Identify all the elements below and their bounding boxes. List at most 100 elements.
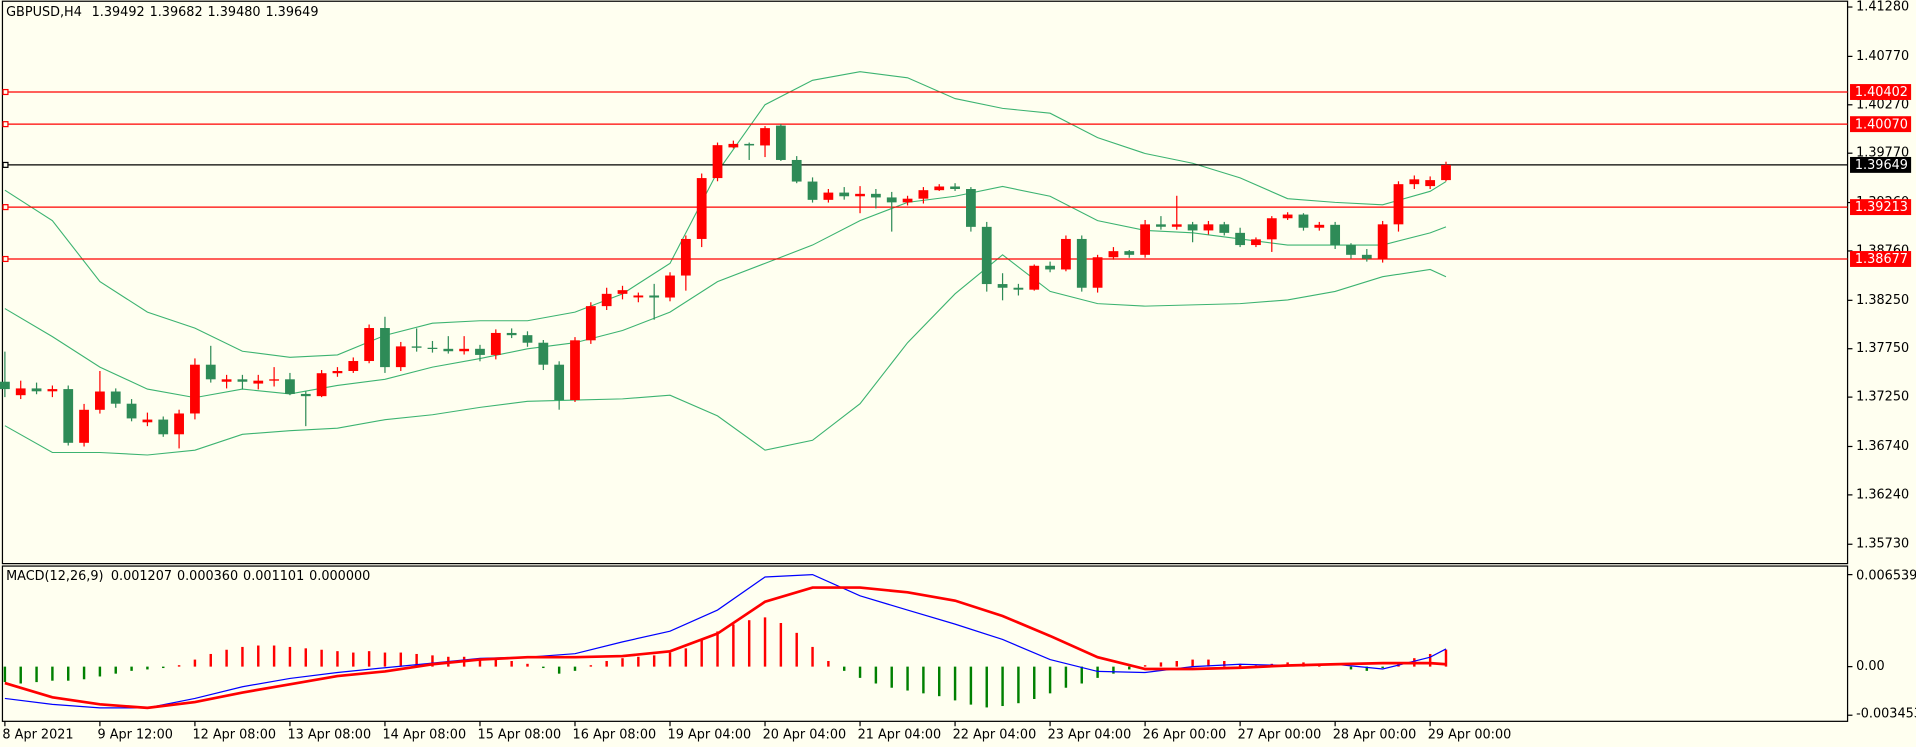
x-tick-label: 13 Apr 08:00 bbox=[287, 727, 371, 742]
x-tick-label: 29 Apr 00:00 bbox=[1428, 727, 1512, 742]
candle-body bbox=[475, 348, 485, 355]
x-tick-label: 27 Apr 00:00 bbox=[1238, 727, 1322, 742]
candle-body bbox=[997, 284, 1008, 288]
candle-body bbox=[1013, 287, 1024, 290]
candle-body bbox=[680, 238, 691, 276]
candle-body bbox=[1282, 214, 1293, 219]
candle-body bbox=[285, 379, 295, 394]
candle-body bbox=[775, 125, 786, 160]
x-tick-label: 15 Apr 08:00 bbox=[478, 727, 562, 742]
candle-body bbox=[1029, 265, 1040, 290]
quote-value: 1.39480 bbox=[208, 5, 261, 20]
candle-body bbox=[839, 192, 850, 197]
candle-body bbox=[380, 328, 390, 368]
y-tick-label: 1.39770 bbox=[1856, 146, 1909, 161]
indicator-value: 0.001101 bbox=[243, 568, 304, 583]
chart-title: GBPUSD,H4 1.39492 1.39682 1.39480 1.39649 bbox=[6, 5, 318, 20]
indicator-value: 0.001207 bbox=[111, 568, 172, 583]
candle-body bbox=[332, 370, 343, 374]
x-tick-label: 12 Apr 08:00 bbox=[192, 727, 276, 742]
candle-body bbox=[1124, 251, 1135, 255]
macd-line bbox=[4, 573, 1447, 709]
candle-body bbox=[506, 332, 517, 336]
candle-body bbox=[1045, 265, 1055, 270]
candle-body bbox=[490, 332, 501, 355]
candle-body bbox=[649, 295, 660, 298]
level-label-box bbox=[1850, 199, 1912, 216]
candle-body bbox=[1156, 224, 1166, 227]
y-tick-label: 1.38250 bbox=[1856, 293, 1909, 308]
x-tick-label: 16 Apr 08:00 bbox=[573, 727, 657, 742]
candle-body bbox=[1187, 224, 1198, 231]
candle-body bbox=[712, 145, 723, 179]
candle-body bbox=[237, 379, 248, 382]
candle-body bbox=[570, 340, 580, 401]
candle-body bbox=[1393, 184, 1404, 225]
level-marker bbox=[2, 121, 9, 128]
level-label: 1.40070 bbox=[1855, 117, 1908, 132]
candle-body bbox=[395, 346, 406, 368]
candle-body bbox=[1092, 257, 1103, 288]
candle-body bbox=[966, 189, 976, 227]
candle-body bbox=[870, 193, 881, 198]
x-tick-label: 22 Apr 04:00 bbox=[953, 727, 1037, 742]
candle-body bbox=[1061, 238, 1071, 270]
candle-body bbox=[79, 409, 89, 443]
candle-body bbox=[15, 388, 26, 396]
candle-body bbox=[174, 413, 184, 435]
y-tick-label: 1.36240 bbox=[1856, 487, 1909, 502]
x-tick-label: 23 Apr 04:00 bbox=[1048, 727, 1132, 742]
candle-body bbox=[31, 388, 42, 392]
candle-body bbox=[110, 391, 121, 404]
x-tick-label: 21 Apr 04:00 bbox=[858, 727, 942, 742]
candle-body bbox=[411, 346, 422, 348]
candle-body bbox=[617, 290, 628, 294]
candle-body bbox=[633, 295, 644, 298]
candle-body bbox=[1171, 224, 1182, 227]
indicator-value: 0.000360 bbox=[177, 568, 238, 583]
candle-body bbox=[427, 347, 438, 349]
candle-body bbox=[1298, 214, 1309, 228]
y-tick-label: 0.006539 bbox=[1856, 568, 1916, 583]
candle-body bbox=[1219, 224, 1230, 233]
x-tick-label: 20 Apr 04:00 bbox=[763, 727, 847, 742]
level-label-box bbox=[1850, 251, 1912, 267]
candle-body bbox=[316, 373, 327, 397]
level-label: 1.38677 bbox=[1855, 252, 1908, 267]
y-tick-label: 1.35730 bbox=[1856, 537, 1909, 552]
level-marker bbox=[2, 255, 9, 263]
candle-body bbox=[205, 364, 216, 380]
x-tick-label: 28 Apr 00:00 bbox=[1333, 727, 1417, 742]
candle-body bbox=[158, 419, 169, 435]
candle-body bbox=[744, 143, 755, 146]
y-tick-label: 0.00 bbox=[1856, 659, 1885, 674]
candle-body bbox=[1314, 224, 1325, 228]
candle-body bbox=[696, 178, 707, 239]
level-label: 1.40402 bbox=[1855, 85, 1908, 100]
candle-body bbox=[190, 364, 200, 414]
quote-value: 1.39492 bbox=[92, 5, 145, 20]
x-tick-label: 26 Apr 00:00 bbox=[1143, 727, 1227, 742]
bollinger-middle bbox=[4, 185, 1447, 399]
indicator-value: 0.000000 bbox=[309, 568, 370, 583]
level-marker bbox=[2, 88, 9, 96]
candle-body bbox=[918, 190, 929, 199]
candle-body bbox=[1235, 232, 1246, 246]
candle-body bbox=[348, 361, 359, 371]
candle-body bbox=[934, 186, 945, 191]
candle-body bbox=[1346, 245, 1356, 255]
bollinger-lower bbox=[4, 254, 1447, 456]
candle-body bbox=[221, 379, 232, 382]
candle-body bbox=[538, 342, 549, 365]
candle-body bbox=[1251, 239, 1261, 246]
candle-body bbox=[807, 181, 818, 200]
candle-body bbox=[601, 293, 612, 307]
candle-body bbox=[1441, 164, 1451, 181]
y-tick-label: -0.003453 bbox=[1856, 706, 1916, 721]
y-tick-label: 1.37250 bbox=[1856, 390, 1909, 405]
candle-body bbox=[522, 335, 533, 343]
candle-body bbox=[459, 348, 470, 352]
bollinger-upper bbox=[4, 71, 1447, 358]
